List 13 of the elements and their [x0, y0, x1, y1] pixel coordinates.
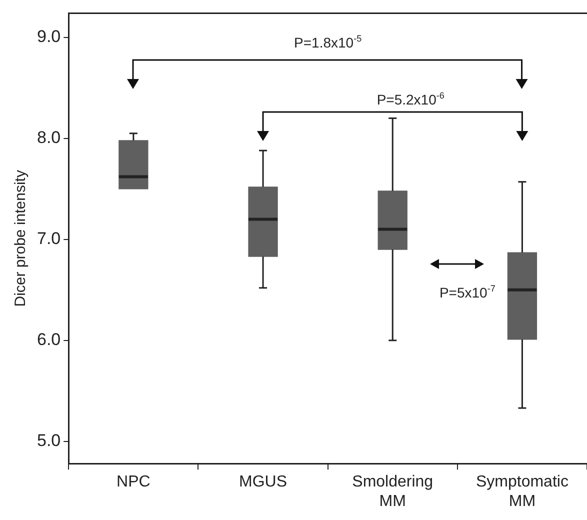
y-tick-label: 9.0	[36, 27, 61, 46]
x-tick-label: NPC	[116, 474, 150, 491]
y-axis-title: Dicer probe intensity	[12, 170, 30, 307]
annotation: P=5.2x10$^{-6}$	[376, 90, 444, 108]
y-tick-label: 5.0	[36, 431, 61, 450]
y-tick-label: 8.0	[36, 128, 61, 148]
x-tick-label: MGUS	[239, 474, 288, 491]
y-tick-label: 6.0	[36, 330, 61, 350]
annotation: P=5x10$^{-7}$	[439, 284, 496, 301]
x-tick-label: Smoldering MM	[352, 474, 434, 510]
annotation: P=1.8x10$^{-5}$	[294, 34, 362, 51]
y-tick-label: 7.0	[36, 229, 61, 248]
x-tick-label: Symptomatic MM	[476, 474, 568, 510]
